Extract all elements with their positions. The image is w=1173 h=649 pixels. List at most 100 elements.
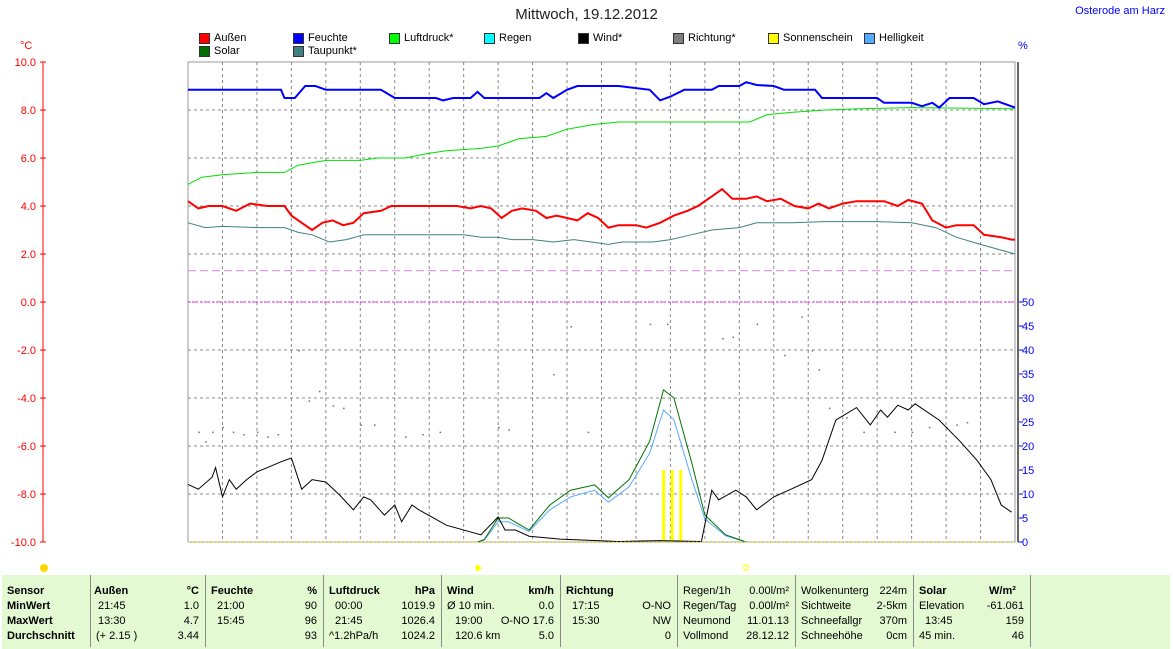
legend-swatch [293,45,304,57]
wind-avg-label: Ø 10 min. [447,600,495,612]
richtung-point [267,436,269,438]
richtung-point [422,434,424,436]
richtung-point [332,405,335,407]
min-time: 17:15 [572,600,600,612]
avg-value: 93 [304,630,317,642]
wolken-value: 0cm [886,630,907,642]
max-value: 96 [304,615,317,627]
min-time: 00:00 [335,600,363,612]
richtung-point [811,350,814,352]
legend-item: Helligkeit [864,32,924,44]
wolken-value: 370m [879,615,907,627]
richtung-point [318,390,321,393]
col-sensor: Sensor MinWert MaxWert Durchschnitt [2,575,91,647]
richtung-point [570,326,572,328]
legend-item: Regen [484,32,531,44]
left-tick-label: -10.0 [11,537,36,549]
richtung-point [343,407,345,410]
wolken-label: Schneehöhe [801,630,863,642]
avg-note: ^1.2hPa/h [329,630,379,642]
right-tick-label: 35 [1022,369,1034,381]
legend-item: Luftdruck* [389,32,454,44]
legend-item: Sonnenschein [768,32,853,44]
series-solar [477,388,747,543]
solar-value: -61.061 [986,600,1024,612]
right-tick-label: 50 [1022,297,1034,309]
sun-icon [40,564,48,572]
col-regen: Regen/1h 0.00l/m² Regen/Tag 0.00l/m² Neumond… [677,575,796,647]
legend-item: Solar [199,45,240,57]
sonnenschein-bar [662,470,666,542]
regen-value: 0.00l/m² [749,600,789,612]
richtung-point [911,431,914,434]
richtung-point [894,431,896,434]
wolken-label: Schneefallgr [801,615,863,627]
solar-value: 46 [1011,630,1024,642]
sunset-icon [743,564,749,571]
legend-swatch [484,32,495,44]
legend-label: Luftdruck* [404,32,454,44]
col-richtung: Richtung 17:15 O-NO 15:30 NW 0 [560,575,678,647]
max-time: 15:45 [217,615,245,627]
right-tick-label: 45 [1022,321,1034,333]
avg-value: 0 [664,630,671,642]
richtung-point [863,431,865,434]
min-value: O-NO [642,600,671,612]
solar-label: Elevation [919,600,965,612]
richtung-point [232,431,235,434]
min-value: 1019.9 [401,600,435,612]
row-label: MaxWert [7,615,53,627]
left-tick-label: -6.0 [17,441,36,453]
left-tick-label: -2.0 [17,345,36,357]
wolken-label: Wolkenunterg [801,585,869,597]
col-unit: W/m² [989,585,1016,597]
statistics-table: Sensor MinWert MaxWert Durchschnitt Auße… [2,575,1170,649]
min-time: 21:00 [217,600,245,612]
right-axis-unit: % [1018,40,1028,52]
max-value: 1026.4 [401,615,435,627]
col-feuchte: Feuchte % 21:00 90 15:45 96 93 [205,575,324,647]
regen-label: Neumond [683,615,731,627]
weather-chart: 10.0 8.0 6.0 4.0 2.0 0.0 -2.0 -4.0 -6.0 -8.0 -10.0… [11,57,1034,572]
max-value: O-NO 17.6 [500,615,554,627]
richtung-point [405,436,407,438]
legend-swatch [864,32,875,44]
min-value: 90 [304,600,317,612]
max-time: 19:00 [455,615,483,627]
right-tick-label: 15 [1022,465,1034,477]
left-tick-label: 10.0 [15,57,36,69]
avg-value: 5.0 [538,630,554,642]
richtung-point [928,426,931,429]
max-value: NW [652,615,671,627]
richtung-point [308,400,311,402]
richtung-point [360,424,362,426]
richtung-point [756,323,759,326]
richtung-point [587,431,590,434]
col-solar: Solar W/m² Elevation -61.061 13:45 159 4… [913,575,1031,647]
col-unit: hPa [414,585,435,597]
series-feuchte [188,81,1016,109]
regen-label: Vollmond [683,630,729,642]
series-helligkeit [477,409,747,543]
solar-value: 159 [1005,615,1024,627]
col-title: Luftdruck [329,585,380,597]
legend-label: Helligkeit [879,32,924,44]
richtung-point [649,323,652,326]
max-time: 13:30 [98,615,126,627]
regen-value: 11.01.13 [746,615,789,627]
row-label: Sensor [7,585,45,597]
richtung-point [198,431,200,434]
legend-swatch [673,32,684,44]
regen-label: Regen/1h [683,585,731,597]
richtung-point [243,434,245,436]
left-tick-label: -4.0 [17,393,36,405]
location-link[interactable]: Osterode am Harz [1075,5,1165,17]
richtung-point [553,374,555,376]
richtung-point [212,431,214,434]
legend-swatch [293,32,304,44]
regen-value: 28.12.12 [746,630,789,642]
richtung-point [498,426,500,429]
col-title: Richtung [566,585,614,597]
left-tick-label: 2.0 [21,249,36,261]
legend-label: Außen [214,32,247,44]
